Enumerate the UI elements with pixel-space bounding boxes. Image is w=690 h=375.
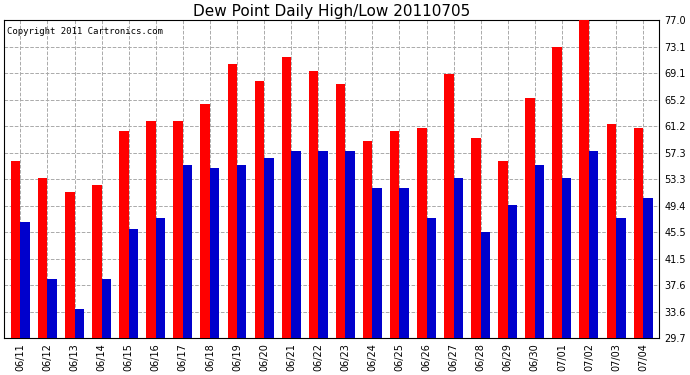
Bar <box>562 178 571 338</box>
Bar <box>535 165 544 338</box>
Bar <box>525 98 535 338</box>
Bar <box>282 57 291 338</box>
Bar <box>318 151 328 338</box>
Bar <box>21 222 30 338</box>
Bar <box>92 185 101 338</box>
Bar <box>345 151 355 338</box>
Bar <box>146 121 156 338</box>
Bar <box>508 205 518 338</box>
Bar <box>201 104 210 338</box>
Bar <box>453 178 463 338</box>
Bar <box>11 161 21 338</box>
Bar <box>580 20 589 338</box>
Bar <box>616 219 626 338</box>
Bar <box>373 188 382 338</box>
Bar <box>183 165 193 338</box>
Bar <box>426 219 436 338</box>
Bar <box>65 192 75 338</box>
Bar <box>607 124 616 338</box>
Bar <box>400 188 409 338</box>
Bar <box>129 228 138 338</box>
Bar <box>210 168 219 338</box>
Bar <box>417 128 426 338</box>
Bar <box>38 178 48 338</box>
Bar <box>101 279 111 338</box>
Text: Copyright 2011 Cartronics.com: Copyright 2011 Cartronics.com <box>8 27 164 36</box>
Bar <box>228 64 237 338</box>
Bar <box>48 279 57 338</box>
Title: Dew Point Daily High/Low 20110705: Dew Point Daily High/Low 20110705 <box>193 4 471 19</box>
Bar <box>390 131 400 338</box>
Bar <box>633 128 643 338</box>
Bar <box>173 121 183 338</box>
Bar <box>553 47 562 338</box>
Bar <box>119 131 129 338</box>
Bar <box>498 161 508 338</box>
Bar <box>589 151 598 338</box>
Bar <box>308 71 318 338</box>
Bar <box>336 84 345 338</box>
Bar <box>444 74 453 338</box>
Bar <box>237 165 246 338</box>
Bar <box>255 81 264 338</box>
Bar <box>471 138 481 338</box>
Bar <box>264 158 273 338</box>
Bar <box>481 232 490 338</box>
Bar <box>363 141 373 338</box>
Bar <box>156 219 165 338</box>
Bar <box>291 151 301 338</box>
Bar <box>643 198 653 338</box>
Bar <box>75 309 84 338</box>
